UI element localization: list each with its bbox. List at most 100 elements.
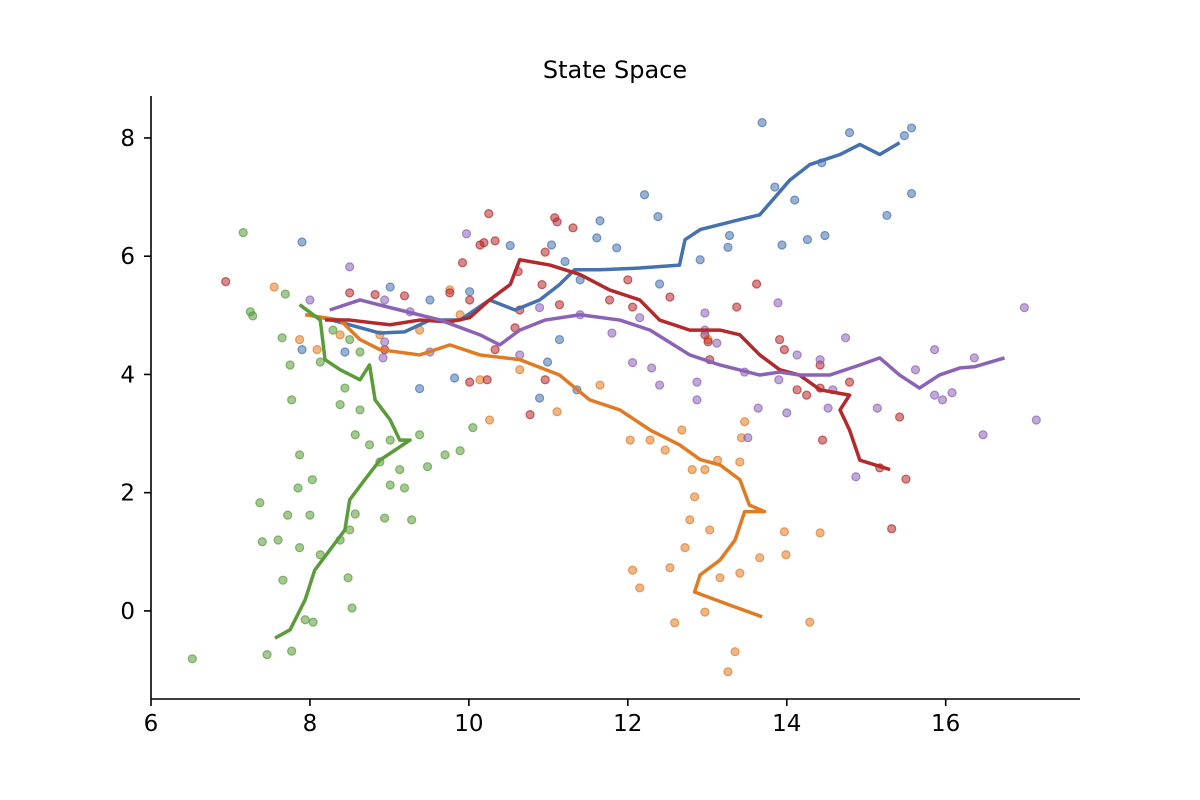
observation-point-series-2 xyxy=(238,227,248,238)
observation-point-series-3 xyxy=(525,410,535,420)
x-tick-label: 12 xyxy=(613,711,642,737)
observation-point-series-4 xyxy=(947,388,957,398)
observation-point-series-4 xyxy=(647,363,657,373)
observation-point-series-0 xyxy=(425,295,435,305)
x-tick-label: 16 xyxy=(931,711,960,737)
observation-point-series-4 xyxy=(929,345,940,355)
observation-point-series-0 xyxy=(899,131,909,141)
observation-point-series-2 xyxy=(350,509,360,519)
observation-point-series-4 xyxy=(773,298,783,308)
observation-point-series-2 xyxy=(277,333,287,343)
observation-point-series-1 xyxy=(595,380,605,390)
observation-point-series-4 xyxy=(937,395,948,405)
observation-point-series-2 xyxy=(248,311,258,321)
observation-point-series-0 xyxy=(505,240,515,251)
observation-point-series-4 xyxy=(305,295,315,305)
observation-point-series-2 xyxy=(455,446,465,456)
observation-point-series-4 xyxy=(851,472,861,482)
observation-point-series-2 xyxy=(315,357,325,367)
observation-point-series-3 xyxy=(665,292,675,302)
observation-point-series-2 xyxy=(328,325,338,335)
x-tick-label: 10 xyxy=(454,711,483,737)
observation-point-series-1 xyxy=(660,445,670,455)
observation-point-series-2 xyxy=(187,654,197,664)
observation-point-series-2 xyxy=(468,423,478,433)
observation-point-series-1 xyxy=(735,568,745,578)
observation-point-series-4 xyxy=(840,333,851,343)
observation-point-series-4 xyxy=(823,403,833,413)
observation-point-series-2 xyxy=(308,617,318,627)
observation-point-series-0 xyxy=(777,240,787,250)
observation-point-series-0 xyxy=(542,357,553,367)
observation-point-series-0 xyxy=(385,282,395,292)
observation-point-series-3 xyxy=(475,240,485,250)
observation-point-series-4 xyxy=(378,353,388,363)
observation-point-series-2 xyxy=(262,650,272,660)
observation-point-series-3 xyxy=(817,435,828,445)
observation-point-series-0 xyxy=(653,212,663,222)
observation-point-series-3 xyxy=(751,279,762,289)
observation-point-series-4 xyxy=(380,295,390,305)
observation-point-series-2 xyxy=(347,603,357,613)
observation-point-series-1 xyxy=(735,457,745,467)
observation-point-series-4 xyxy=(635,313,645,323)
observation-point-series-2 xyxy=(283,510,293,520)
observation-point-series-4 xyxy=(712,338,722,348)
observation-point-series-0 xyxy=(655,279,665,289)
observation-point-series-0 xyxy=(297,237,307,247)
trajectory-line-series-4 xyxy=(329,298,1005,390)
observation-point-series-3 xyxy=(370,290,380,300)
observation-point-series-3 xyxy=(540,375,550,385)
observation-point-series-4 xyxy=(655,380,665,390)
observation-point-series-3 xyxy=(490,345,500,355)
observation-point-series-1 xyxy=(700,465,710,475)
observation-point-series-3 xyxy=(490,236,500,246)
observation-point-series-3 xyxy=(221,277,231,287)
observation-point-series-2 xyxy=(350,430,360,440)
observation-point-series-3 xyxy=(802,390,812,400)
observation-point-series-1 xyxy=(781,550,791,560)
observation-point-series-2 xyxy=(364,440,375,450)
observation-point-series-1 xyxy=(335,330,345,340)
observation-point-series-0 xyxy=(802,235,813,245)
observation-point-series-2 xyxy=(343,573,353,583)
observation-point-series-1 xyxy=(312,345,322,355)
observation-point-series-2 xyxy=(287,395,297,405)
observation-point-series-3 xyxy=(345,288,355,298)
observation-point-series-3 xyxy=(568,223,578,233)
observation-point-series-0 xyxy=(695,255,705,265)
observation-point-series-3 xyxy=(779,345,789,355)
observation-point-series-4 xyxy=(753,403,763,413)
observation-point-series-2 xyxy=(273,535,283,545)
observation-point-series-3 xyxy=(484,209,494,219)
observation-point-series-4 xyxy=(929,390,940,400)
observation-point-series-0 xyxy=(820,230,830,241)
observation-point-series-0 xyxy=(723,242,733,252)
observation-point-series-3 xyxy=(399,291,410,301)
observation-point-series-2 xyxy=(355,405,365,415)
y-tick-label: 4 xyxy=(120,362,135,388)
observation-point-series-1 xyxy=(805,617,815,627)
observation-point-series-3 xyxy=(465,377,475,387)
observation-point-series-4 xyxy=(692,395,702,405)
observation-point-series-0 xyxy=(906,188,917,199)
observation-point-series-0 xyxy=(546,240,557,250)
observation-point-series-2 xyxy=(287,646,297,656)
x-tick-label: 14 xyxy=(772,711,801,737)
observation-point-series-0 xyxy=(297,345,307,355)
observation-point-series-2 xyxy=(340,383,350,393)
observation-point-series-1 xyxy=(685,515,695,525)
observation-point-series-4 xyxy=(910,365,921,375)
axis-ticks: 6 8 10 12 14 16 0 2 4 6 8 xyxy=(120,126,960,737)
observation-point-series-4 xyxy=(345,262,355,272)
observation-point-series-2 xyxy=(345,334,355,345)
observation-point-series-1 xyxy=(700,607,710,617)
observation-point-series-3 xyxy=(540,247,550,257)
observation-point-series-0 xyxy=(724,230,735,241)
observation-point-series-2 xyxy=(280,289,290,299)
observation-point-series-0 xyxy=(554,334,565,345)
observation-point-series-2 xyxy=(355,347,365,357)
observation-point-series-1 xyxy=(680,543,690,553)
